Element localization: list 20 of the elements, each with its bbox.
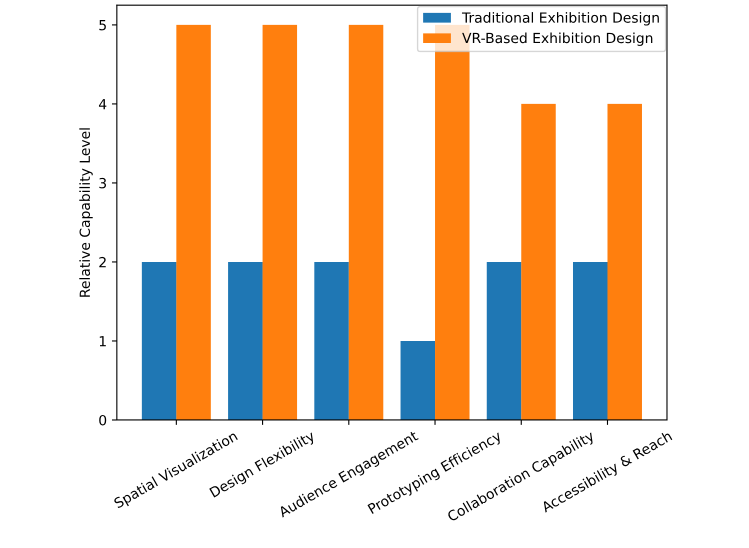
bar — [314, 262, 349, 420]
bar — [228, 262, 263, 420]
y-tick-label: 3 — [99, 178, 106, 188]
y-axis-title: Relative Capability Level — [79, 128, 93, 297]
bar — [572, 262, 608, 420]
y-tick-label: 5 — [99, 20, 106, 30]
y-tick-label: 2 — [99, 256, 106, 268]
bar — [348, 24, 384, 420]
bar — [521, 104, 556, 420]
bar — [262, 24, 298, 420]
bar — [176, 24, 211, 420]
bar — [486, 262, 522, 420]
legend-label: Traditional Exhibition Design — [462, 12, 659, 26]
y-tick-label: 1 — [100, 336, 106, 346]
bar — [400, 340, 436, 420]
bar — [142, 262, 176, 420]
y-tick-label: 0 — [99, 414, 106, 426]
bar — [607, 104, 642, 420]
legend-label: VR-Based Exhibition Design — [462, 32, 652, 46]
y-tick-label: 4 — [98, 99, 106, 110]
